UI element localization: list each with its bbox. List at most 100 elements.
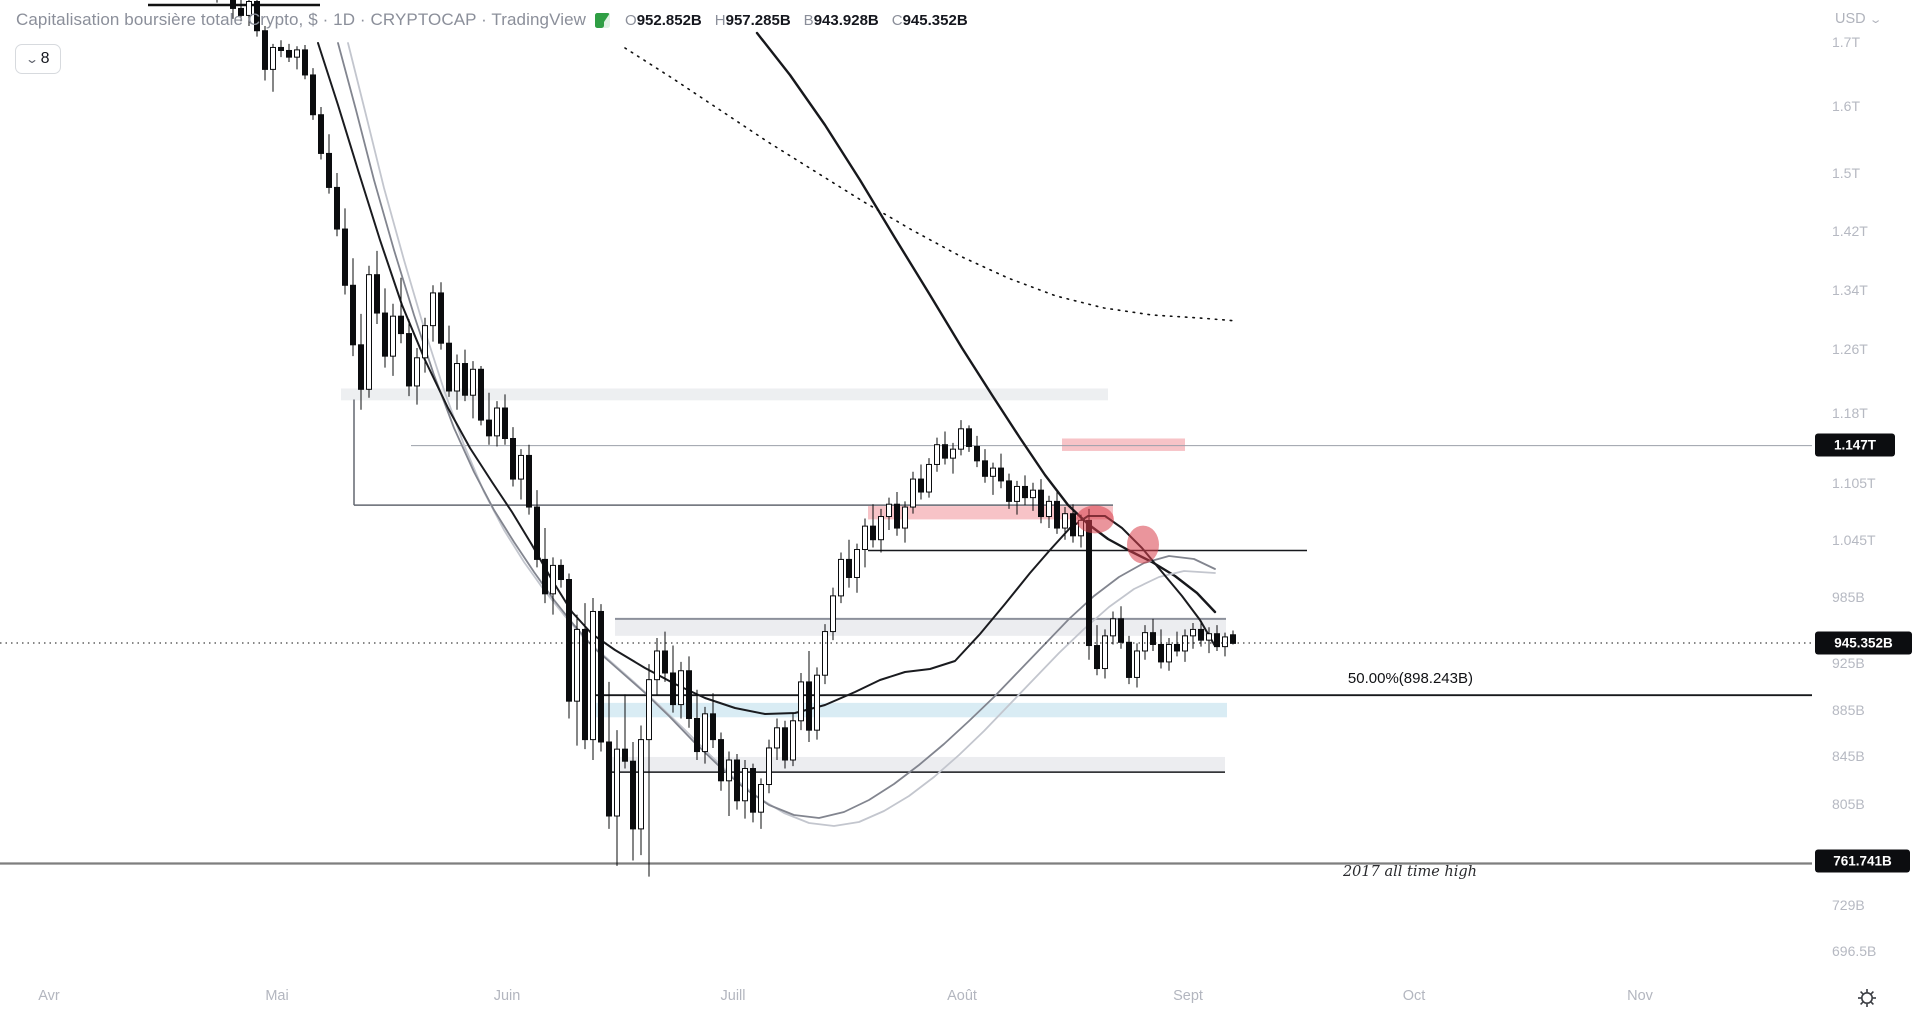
candle-body <box>1030 489 1036 499</box>
price-tick-label: 696.5B <box>1832 943 1877 959</box>
price-tick-label: 1.045T <box>1832 532 1876 548</box>
candle-body <box>638 739 644 830</box>
candle-body <box>1158 643 1164 663</box>
month-label: Mai <box>265 988 289 1004</box>
price-scale-settings-gear-icon[interactable] <box>1855 986 1879 1010</box>
candle-body <box>278 46 284 51</box>
month-label: Sept <box>1173 988 1203 1004</box>
price-tick-label: 1.105T <box>1832 475 1876 491</box>
candle-body <box>614 748 620 817</box>
candle-body <box>862 525 868 551</box>
candle-body <box>902 506 908 529</box>
ma-long-slow <box>755 31 1217 614</box>
month-label: Juin <box>493 988 521 1004</box>
candle-body <box>678 670 684 706</box>
month-label: Nov <box>1627 988 1653 1004</box>
candle-body <box>1230 634 1236 644</box>
price-tick-label: 1.6T <box>1832 98 1861 114</box>
candle-body <box>926 463 932 493</box>
candle-body <box>358 344 364 390</box>
price-tick-label: 1.26T <box>1832 341 1868 357</box>
candle-body <box>334 186 340 230</box>
candle-body <box>1206 633 1212 641</box>
candle-body <box>966 428 972 447</box>
price-tick-label: 1.18T <box>1832 405 1868 421</box>
candle-body <box>694 717 700 753</box>
candle-body <box>350 284 356 346</box>
candle-body <box>1038 489 1044 518</box>
supply-zone-1.2T <box>341 388 1108 401</box>
currency-selector[interactable]: USD ⌄ <box>1835 11 1883 27</box>
candle-body <box>238 7 244 16</box>
ma-gray <box>337 42 1216 819</box>
candle-body <box>230 0 236 9</box>
candle-body <box>534 506 540 560</box>
candle-body <box>510 437 516 480</box>
candle-body <box>734 759 740 802</box>
chart-legend: Capitalisation boursière totale Crypto, … <box>16 10 968 30</box>
chevron-down-icon: ⌄ <box>24 52 39 66</box>
candle-body <box>342 228 348 286</box>
symbol-title: Capitalisation boursière totale Crypto, … <box>16 10 587 29</box>
indicators-collapse-button[interactable]: ⌄ 8 <box>15 44 61 74</box>
candle-body <box>798 681 804 722</box>
fib-retracement-label: 50.00%(898.243B) <box>1347 670 1473 687</box>
candle-body <box>1022 485 1028 499</box>
candle-body <box>1174 643 1180 652</box>
candle-body <box>1214 633 1220 648</box>
candle-body <box>1062 513 1068 529</box>
candle-body <box>382 312 388 357</box>
candle-body <box>390 315 396 357</box>
candle-body <box>702 713 708 753</box>
candle-body <box>1118 618 1124 643</box>
candle-body <box>294 49 300 58</box>
candle-body <box>374 274 380 314</box>
candle-body <box>670 672 676 706</box>
price-tick-label: 1.5T <box>1832 165 1861 181</box>
candle-body <box>494 407 500 437</box>
price-tick-label: 925B <box>1832 655 1865 671</box>
candle-body <box>1222 636 1228 648</box>
candle-body <box>526 454 532 508</box>
candle-body <box>1198 628 1204 641</box>
candle-body <box>310 74 316 116</box>
candle-body <box>646 679 652 741</box>
candle-body <box>470 368 476 396</box>
price-tick-label: 1.7T <box>1832 34 1861 50</box>
candle-body <box>1014 485 1020 502</box>
demand-zone-885B <box>595 702 1227 718</box>
candle-body <box>406 333 412 387</box>
candle-body <box>814 674 820 731</box>
candle-body <box>318 114 324 154</box>
price-tick-label: 805B <box>1832 796 1865 812</box>
candle-body <box>246 0 252 16</box>
price-badge: 1.147T <box>1815 433 1895 457</box>
candle-body <box>806 681 812 731</box>
candle-body <box>830 595 836 633</box>
candle-body <box>934 444 940 465</box>
zone-960B <box>615 618 1226 636</box>
candle-body <box>430 292 436 327</box>
candle-body <box>870 525 876 541</box>
cross-marker-2 <box>1127 525 1159 564</box>
candle-body <box>1166 643 1172 663</box>
price-tick-label: 885B <box>1832 702 1865 718</box>
month-label: Oct <box>1402 988 1426 1004</box>
ohlc-values: O952.852B H957.285B B943.928B C945.352B <box>625 11 968 29</box>
candle-body <box>582 628 588 741</box>
candle-body <box>262 30 268 70</box>
candle-body <box>726 759 732 782</box>
price-badge: 945.352B <box>1815 631 1912 655</box>
candle-body <box>270 46 276 70</box>
candle-body <box>630 760 636 830</box>
ma-dotted <box>624 47 1238 322</box>
candle-body <box>590 610 596 741</box>
candle-body <box>942 444 948 459</box>
candle-body <box>1046 500 1052 518</box>
candle-body <box>710 713 716 741</box>
candle-body <box>1190 628 1196 637</box>
candle-body <box>774 727 780 749</box>
candle-body <box>1150 632 1156 645</box>
